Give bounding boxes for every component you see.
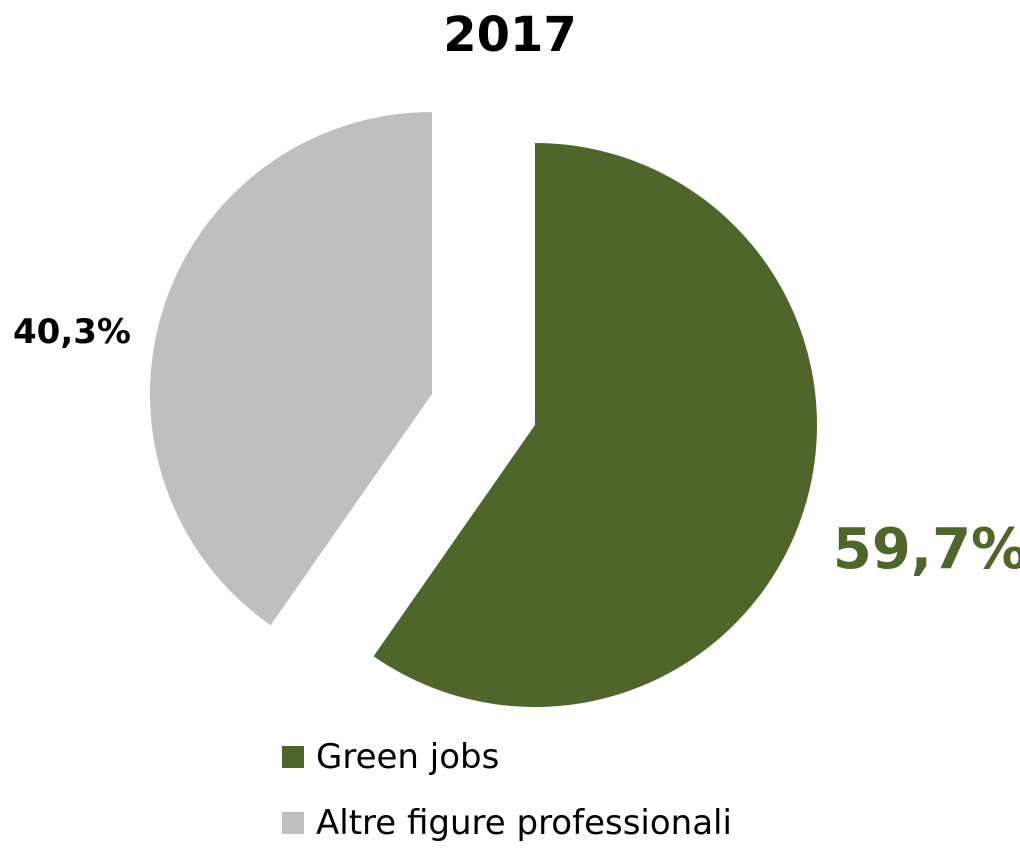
legend-swatch-green-jobs — [282, 746, 304, 768]
legend-label-altre-figure: Altre figure professionali — [316, 803, 732, 843]
legend-label-green-jobs: Green jobs — [316, 737, 500, 777]
data-label-altre-figure: 40,3% — [13, 312, 131, 352]
pie-slice-altre-figure — [149, 112, 433, 626]
legend: Green jobs Altre figure professionali — [282, 736, 732, 868]
legend-item-green-jobs: Green jobs — [282, 736, 732, 778]
pie-chart: 59,7% 40,3% — [13, 112, 1020, 708]
chart-title: 2017 — [443, 7, 577, 63]
data-label-green-jobs: 59,7% — [833, 517, 1020, 582]
legend-swatch-altre-figure — [282, 812, 304, 834]
pie-slice-green-jobs — [373, 143, 817, 708]
legend-item-altre-figure: Altre figure professionali — [282, 802, 732, 844]
